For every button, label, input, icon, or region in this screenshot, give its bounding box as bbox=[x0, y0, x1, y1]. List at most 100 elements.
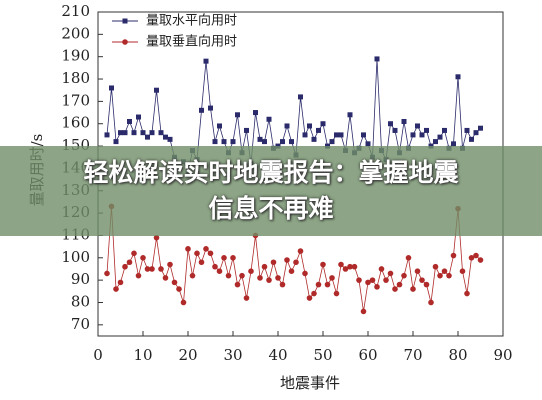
x-tick-label: 80 bbox=[448, 346, 467, 364]
point bbox=[239, 272, 245, 279]
point bbox=[135, 272, 142, 279]
point bbox=[154, 87, 159, 93]
point bbox=[451, 141, 456, 147]
point bbox=[104, 132, 110, 138]
point bbox=[311, 290, 317, 297]
point bbox=[104, 270, 110, 277]
y-tick-label: 170 bbox=[61, 91, 90, 109]
point bbox=[163, 134, 168, 140]
point bbox=[122, 130, 128, 136]
point bbox=[437, 134, 443, 140]
point bbox=[171, 279, 178, 286]
point bbox=[149, 266, 155, 272]
point bbox=[284, 123, 290, 129]
point bbox=[423, 281, 430, 288]
point bbox=[113, 139, 119, 145]
point bbox=[383, 277, 389, 283]
point bbox=[203, 246, 209, 252]
point bbox=[468, 254, 475, 261]
point bbox=[275, 275, 281, 281]
point bbox=[442, 127, 447, 133]
point bbox=[464, 127, 470, 133]
point bbox=[378, 266, 385, 272]
point bbox=[113, 286, 119, 292]
point bbox=[153, 234, 160, 241]
point bbox=[122, 263, 128, 270]
x-tick-label: 40 bbox=[268, 346, 287, 364]
point bbox=[437, 272, 443, 279]
legend-label: 量取水平向用时 bbox=[146, 13, 237, 29]
x-tick-label: 50 bbox=[313, 346, 332, 364]
point bbox=[333, 290, 340, 297]
x-tick-label: 20 bbox=[178, 346, 197, 364]
point bbox=[342, 266, 349, 272]
point bbox=[266, 116, 272, 122]
y-tick-label: 160 bbox=[61, 114, 90, 132]
point bbox=[374, 56, 380, 62]
point bbox=[419, 132, 425, 138]
point bbox=[288, 268, 295, 275]
point bbox=[118, 130, 123, 136]
point bbox=[392, 286, 398, 292]
point bbox=[199, 107, 204, 113]
y-tick-label: 90 bbox=[71, 270, 90, 288]
point bbox=[203, 58, 209, 64]
point bbox=[207, 250, 214, 257]
x-tick-label: 30 bbox=[223, 346, 242, 364]
point bbox=[216, 268, 223, 275]
point bbox=[117, 279, 124, 286]
point bbox=[424, 127, 429, 133]
banner-line: 信息不再难 bbox=[208, 194, 334, 223]
point bbox=[320, 261, 326, 268]
point bbox=[244, 127, 249, 133]
point bbox=[158, 266, 164, 272]
point bbox=[253, 110, 258, 116]
point bbox=[194, 250, 200, 257]
point bbox=[396, 281, 403, 288]
legend-label: 量取垂直向用时 bbox=[146, 34, 237, 50]
point bbox=[405, 254, 412, 261]
point bbox=[279, 281, 286, 288]
point bbox=[266, 277, 272, 283]
point bbox=[185, 246, 191, 252]
legend-marker bbox=[122, 39, 128, 45]
point bbox=[347, 112, 353, 118]
x-axis-label: 地震事件 bbox=[280, 374, 340, 392]
point bbox=[433, 139, 438, 145]
point bbox=[248, 268, 254, 275]
x-tick-label: 10 bbox=[133, 346, 152, 364]
point bbox=[374, 284, 380, 290]
point bbox=[212, 139, 218, 145]
point bbox=[428, 299, 434, 306]
point bbox=[189, 272, 196, 279]
point bbox=[329, 275, 335, 281]
point bbox=[356, 277, 362, 283]
point bbox=[388, 121, 393, 127]
point bbox=[126, 259, 133, 266]
point bbox=[144, 266, 151, 272]
point bbox=[221, 139, 227, 145]
point bbox=[464, 290, 470, 297]
x-tick-label: 90 bbox=[493, 346, 512, 364]
point bbox=[415, 123, 420, 129]
banner: 轻松解读实时地震报告：掌握地震 信息不再难 bbox=[0, 146, 542, 236]
point bbox=[261, 263, 268, 270]
point bbox=[234, 281, 241, 288]
point bbox=[365, 141, 371, 147]
point bbox=[145, 134, 150, 140]
point bbox=[140, 254, 146, 261]
point bbox=[230, 254, 236, 261]
point bbox=[432, 263, 439, 270]
point bbox=[302, 270, 308, 277]
point bbox=[297, 248, 304, 254]
point bbox=[262, 139, 267, 145]
point bbox=[329, 139, 335, 145]
point bbox=[136, 114, 141, 120]
point bbox=[410, 132, 416, 138]
y-tick-label: 80 bbox=[71, 292, 90, 310]
point bbox=[167, 136, 173, 142]
point bbox=[221, 254, 227, 261]
point bbox=[334, 132, 339, 138]
y-tick-label: 100 bbox=[61, 248, 90, 266]
